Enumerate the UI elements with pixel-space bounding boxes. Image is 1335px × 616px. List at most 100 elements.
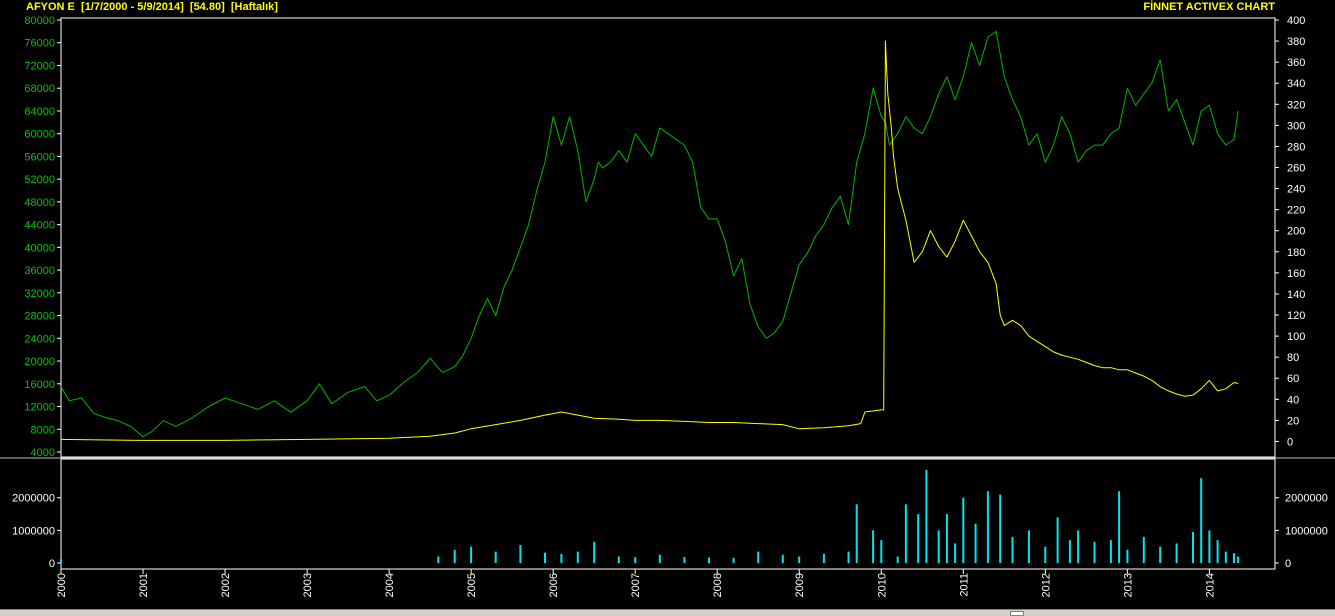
- time-axis-label: 2004: [384, 573, 396, 597]
- volume-bar: [560, 553, 563, 563]
- left-axis-label: 76000: [24, 38, 55, 50]
- time-axis-label: 2002: [220, 573, 232, 597]
- volume-bar: [1126, 549, 1129, 563]
- volume-bar: [1159, 546, 1162, 563]
- price-panel-frame: [60, 17, 1276, 458]
- volume-bar: [954, 543, 957, 563]
- left-axis-label: 4000: [31, 447, 55, 459]
- volume-panel-frame: [60, 458, 1276, 570]
- volume-bar: [1175, 543, 1178, 563]
- volume-bar: [999, 494, 1002, 563]
- time-axis-label: 2001: [138, 573, 150, 597]
- right-axis-label: 160: [1287, 268, 1305, 280]
- right-axis-label: 0: [1287, 436, 1293, 448]
- volume-bar: [1056, 517, 1059, 563]
- volume-bar: [917, 514, 920, 563]
- volume-bar: [494, 551, 497, 563]
- last-price-label: [54.80]: [189, 1, 225, 13]
- symbol-label: AFYON E: [26, 1, 75, 13]
- time-axis-label: 2014: [1204, 573, 1216, 597]
- volume-bar: [683, 557, 686, 563]
- right-axis-label: 20: [1287, 415, 1299, 427]
- volume-bar: [945, 514, 948, 563]
- time-axis-label: 2000: [56, 573, 68, 597]
- right-axis-label: 40: [1287, 394, 1299, 406]
- volume-bar: [1237, 556, 1240, 563]
- horizontal-scrollbar[interactable]: [0, 609, 1335, 616]
- right-axis-label: 220: [1287, 205, 1305, 217]
- volume-bar: [453, 549, 456, 563]
- volume-bar: [1118, 491, 1121, 563]
- right-axis-label: 260: [1287, 163, 1305, 175]
- left-axis-label: 72000: [24, 60, 55, 72]
- volume-left-label: 0: [49, 558, 55, 570]
- right-axis-label: 200: [1287, 226, 1305, 238]
- volume-left-label: 1000000: [12, 525, 55, 537]
- volume-bar: [925, 470, 928, 563]
- volume-bar: [1192, 532, 1194, 563]
- left-axis-label: 64000: [24, 106, 55, 118]
- volume-bar: [60, 559, 62, 563]
- volume-bar: [1044, 546, 1047, 563]
- scrollbar-thumb[interactable]: [1010, 611, 1024, 616]
- time-axis-label: 2012: [1040, 573, 1052, 597]
- time-axis-label: 2005: [466, 573, 478, 597]
- right-axis-label: 120: [1287, 310, 1305, 322]
- volume-bar: [880, 540, 883, 563]
- volume-bar: [798, 556, 801, 563]
- time-axis-label: 2013: [1122, 573, 1134, 597]
- volume-left-label: 2000000: [12, 493, 55, 505]
- right-axis-label: 180: [1287, 247, 1305, 259]
- volume-bar: [1068, 540, 1071, 563]
- volume-bar: [1233, 553, 1235, 563]
- volume-bar: [1027, 530, 1030, 563]
- right-axis-label: 300: [1287, 120, 1305, 132]
- index-line-series: [60, 30, 1239, 438]
- right-axis-label: 320: [1287, 99, 1305, 111]
- left-axis-label: 60000: [24, 129, 55, 141]
- volume-bar: [1208, 530, 1211, 563]
- volume-bar: [437, 556, 440, 563]
- left-axis-label: 40000: [24, 242, 55, 254]
- volume-bar: [544, 552, 546, 563]
- volume-bar: [593, 541, 596, 563]
- left-axis-label: 44000: [24, 220, 55, 232]
- time-axis-label: 2008: [712, 573, 724, 597]
- left-axis-label: 28000: [24, 311, 55, 323]
- time-axis-label: 2006: [548, 573, 560, 597]
- volume-bar: [974, 523, 977, 563]
- time-axis-label: 2003: [302, 573, 314, 597]
- time-axis: 2000 2001 2002 2003 2004 2005 2006 2007 2008 2009…: [56, 569, 1216, 597]
- volume-right-label: 2000000: [1285, 493, 1328, 505]
- right-axis-label: 400: [1287, 15, 1305, 27]
- volume-bar: [1011, 536, 1014, 563]
- volume-bar: [1109, 540, 1112, 563]
- volume-right-label: 0: [1285, 558, 1291, 570]
- left-axis-label: 12000: [24, 402, 55, 414]
- right-axis-label: 380: [1287, 36, 1305, 48]
- volume-right-label: 1000000: [1285, 525, 1328, 537]
- left-axis-label: 16000: [24, 379, 55, 391]
- volume-bar: [617, 556, 620, 563]
- volume-bar: [634, 557, 637, 563]
- left-axis-label: 24000: [24, 333, 55, 345]
- volume-bar: [708, 557, 710, 563]
- volume-bar: [576, 551, 579, 563]
- right-axis-label: 280: [1287, 141, 1305, 153]
- right-axis-label: 240: [1287, 184, 1305, 196]
- volume-bar: [732, 557, 735, 563]
- left-axis-label: 80000: [24, 15, 55, 27]
- volume-bar: [1142, 536, 1145, 563]
- volume-bar: [470, 546, 473, 563]
- volume-bar: [519, 545, 522, 563]
- left-axis-label: 56000: [24, 151, 55, 163]
- volume-bar: [757, 551, 760, 563]
- volume-bar: [896, 556, 899, 563]
- volume-bar: [781, 554, 784, 563]
- period-label: [Haftalık]: [230, 1, 278, 13]
- left-axis-label: 8000: [31, 424, 55, 436]
- left-axis-label: 48000: [24, 197, 55, 209]
- price-line-series: [60, 40, 1239, 441]
- volume-bar: [1093, 541, 1096, 563]
